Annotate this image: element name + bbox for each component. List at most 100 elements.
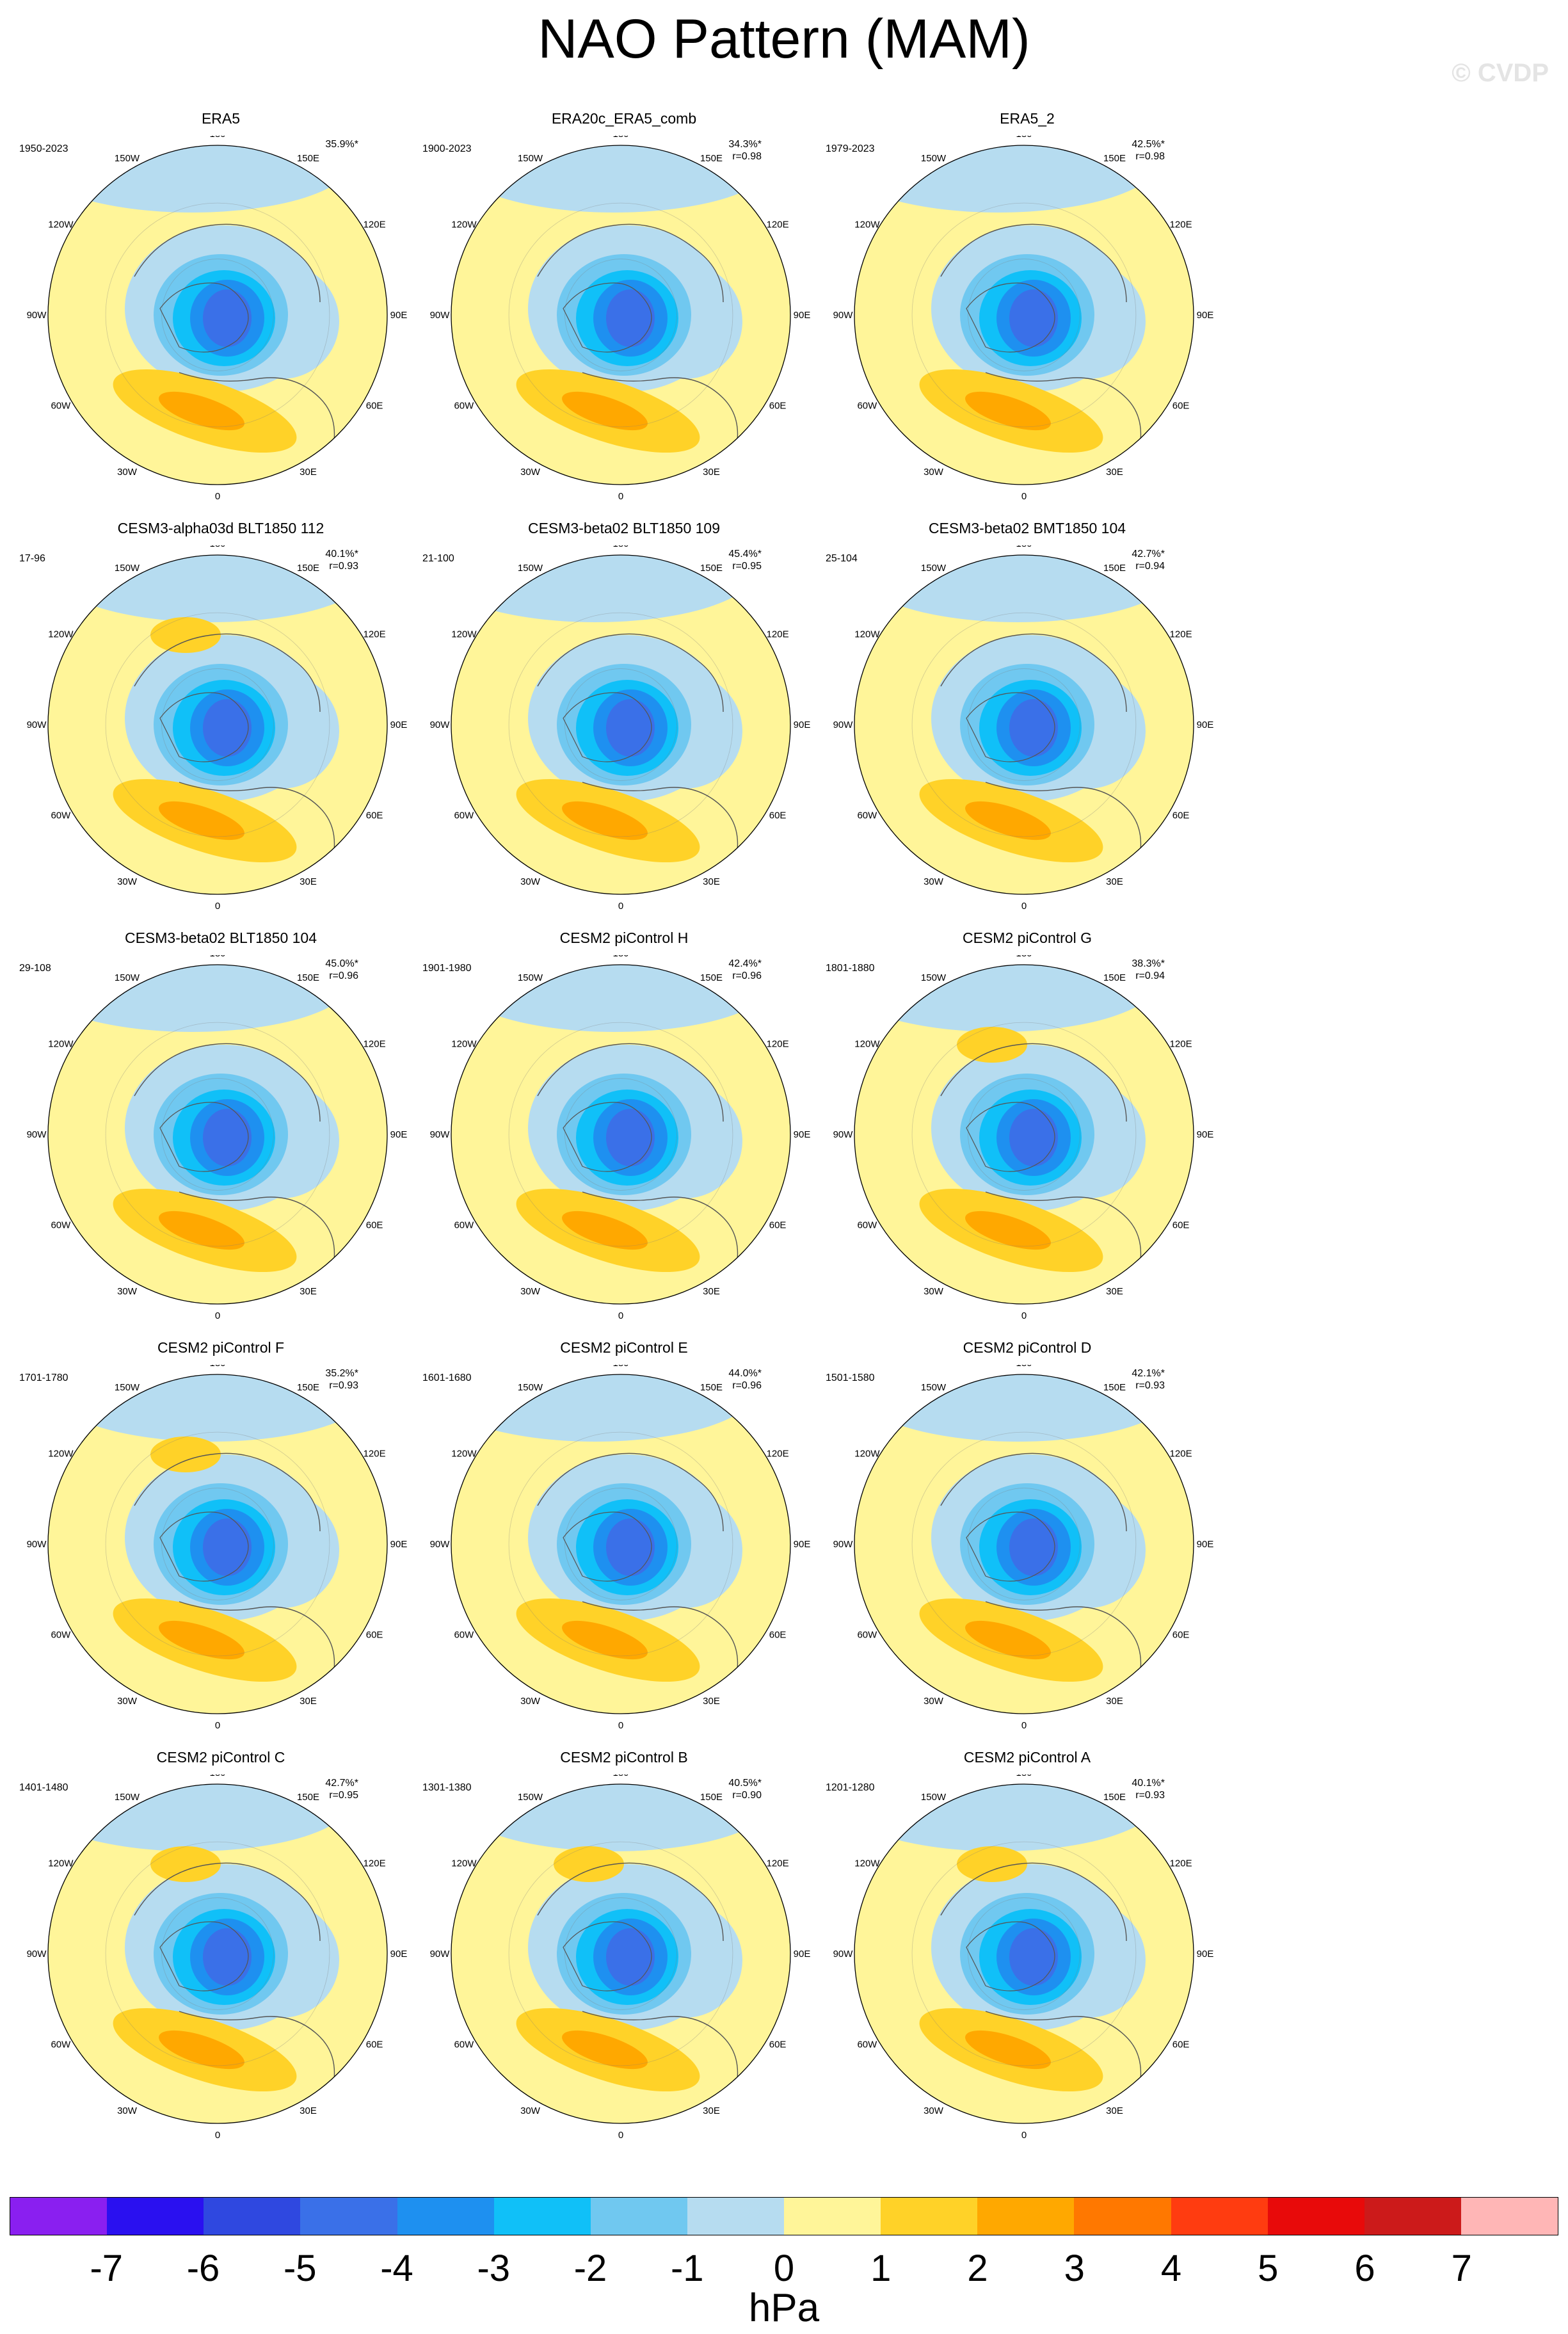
pacific-high-blob <box>150 1846 221 1882</box>
polar-map: 180 150E 120E 90E 60E 30E 0 30W 60W 90W 120W 150W <box>27 545 408 912</box>
longitude-label: 30W <box>117 1696 138 1707</box>
arctic-low-core <box>606 289 655 347</box>
map-boundary <box>451 145 791 485</box>
explained-variance: 40.5%* <box>728 1778 762 1789</box>
coastline <box>179 372 335 450</box>
explained-variance: 40.1%* <box>1132 1778 1165 1789</box>
explained-variance: 42.4%* <box>728 958 762 969</box>
longitude-label: 60W <box>857 810 877 821</box>
polar-map: 180 150E 120E 90E 60E 30E 0 30W 60W 90W 120W 150W <box>430 1775 811 2141</box>
pacific-negative-band <box>858 1374 1178 1442</box>
panel-stats: 42.7%* r=0.95 <box>325 1777 358 1801</box>
longitude-label: 150E <box>297 1382 319 1393</box>
map-panel: CESM2 piControl H1901-198042.4%*r=0.9618… <box>403 930 845 1339</box>
explained-variance: 34.3%* <box>728 139 762 150</box>
latitude-circle <box>508 1431 733 1657</box>
longitude-label: 90W <box>430 1949 451 1960</box>
colorbar <box>10 2197 1558 2235</box>
atlantic-high-core <box>562 1211 648 1250</box>
arctic-low-core <box>606 1928 655 1986</box>
colorbar-tick-label: 1 <box>870 2248 892 2289</box>
colorbar-box <box>977 2198 1075 2235</box>
coastline <box>179 1191 335 1269</box>
explained-variance: 44.0%* <box>728 1368 762 1379</box>
pacific-negative-band <box>854 145 1158 213</box>
coastline <box>134 223 321 303</box>
panel-period: 1401-1480 <box>19 1782 68 1793</box>
longitude-label: 60E <box>1172 810 1190 821</box>
pattern-correlation: r=0.98 <box>1135 151 1165 162</box>
map-boundary <box>47 964 388 1305</box>
greenland-outline <box>563 1921 652 1992</box>
longitude-label: 150W <box>921 1382 947 1393</box>
latitude-circle <box>911 612 1137 837</box>
latitude-circle <box>968 1897 1080 2010</box>
panel-title: CESM3-beta02 BLT1850 109 <box>527 520 721 536</box>
longitude-label: 150W <box>115 153 140 164</box>
colorbar-tick-label: 2 <box>967 2248 988 2289</box>
longitude-label: 120E <box>1170 1039 1192 1050</box>
longitude-label: 60W <box>51 1630 71 1641</box>
latitude-circle <box>161 1897 274 2010</box>
coastline <box>537 633 724 712</box>
coastline <box>940 1453 1127 1532</box>
polar-map: 180 150E 120E 90E 60E 30E 0 30W 60W 90W 120W 150W <box>27 136 408 502</box>
atlantic-high-core <box>965 1211 1051 1250</box>
longitude-label: 180 <box>1016 136 1032 140</box>
longitude-label: 180 <box>1016 1365 1032 1369</box>
longitude-label: 120W <box>854 629 880 640</box>
explained-variance: 42.1%* <box>1132 1368 1165 1379</box>
colorbar-tick-label: -6 <box>186 2248 220 2289</box>
panel-title: ERA5 <box>201 110 241 127</box>
greenland-outline <box>966 1511 1055 1582</box>
panel-title: CESM3-beta02 BMT1850 104 <box>928 520 1126 536</box>
longitude-label: 90E <box>1197 1129 1214 1140</box>
explained-variance: 38.3%* <box>1132 958 1165 969</box>
longitude-label: 30W <box>117 1286 138 1297</box>
longitude-label: 120W <box>854 220 880 230</box>
pacific-negative-band <box>48 965 352 1032</box>
longitude-label: 30W <box>924 876 944 887</box>
panel-period: 1901-1980 <box>422 963 472 974</box>
longitude-label: 150E <box>297 972 319 983</box>
longitude-label: 90W <box>430 310 451 321</box>
pattern-correlation: r=0.96 <box>329 970 358 981</box>
atlantic-high-core <box>965 391 1051 431</box>
greenland-outline <box>966 692 1055 762</box>
latitude-circle <box>564 1897 677 2010</box>
map-boundary <box>47 145 388 485</box>
longitude-label: 30E <box>703 467 720 478</box>
longitude-label: 30E <box>300 876 317 887</box>
panel-title: CESM3-beta02 BLT1850 104 <box>124 930 317 946</box>
longitude-label: 180 <box>612 545 628 549</box>
panel-stats: 40.5%* r=0.90 <box>728 1777 762 1801</box>
longitude-label: 90W <box>27 720 47 730</box>
coastline <box>179 1601 335 1679</box>
pacific-high-blob <box>957 1027 1027 1063</box>
explained-variance: 35.9%* <box>325 139 358 150</box>
longitude-label: 30W <box>117 467 138 478</box>
longitude-label: 90E <box>390 1129 408 1140</box>
longitude-label: 120W <box>854 1449 880 1460</box>
arctic-low-core <box>1009 1928 1058 1986</box>
panel-period: 1601-1680 <box>422 1372 472 1383</box>
longitude-label: 30E <box>300 467 317 478</box>
latitude-circle <box>564 1078 677 1191</box>
atlantic-high-core <box>159 1620 244 1660</box>
longitude-label: 30W <box>520 1286 541 1297</box>
panel-title: CESM2 piControl G <box>963 930 1092 946</box>
panel-stats: 38.3%* r=0.94 <box>1132 958 1165 982</box>
longitude-label: 120E <box>767 1039 789 1050</box>
longitude-label: 120E <box>364 1039 386 1050</box>
longitude-label: 150E <box>297 563 319 574</box>
longitude-label: 30E <box>300 1286 317 1297</box>
pattern-correlation: r=0.94 <box>1135 970 1165 981</box>
latitude-circle <box>161 1078 274 1191</box>
latitude-circle <box>564 259 677 371</box>
colorbar-tick-label: 4 <box>1160 2248 1182 2289</box>
map-panel: CESM2 piControl F1701-178035.2%*r=0.9318… <box>0 1339 442 1749</box>
longitude-label: 120E <box>364 220 386 230</box>
panel-title: CESM2 piControl B <box>560 1749 688 1766</box>
longitude-label: 30W <box>520 1696 541 1707</box>
longitude-label: 0 <box>215 1720 220 1731</box>
